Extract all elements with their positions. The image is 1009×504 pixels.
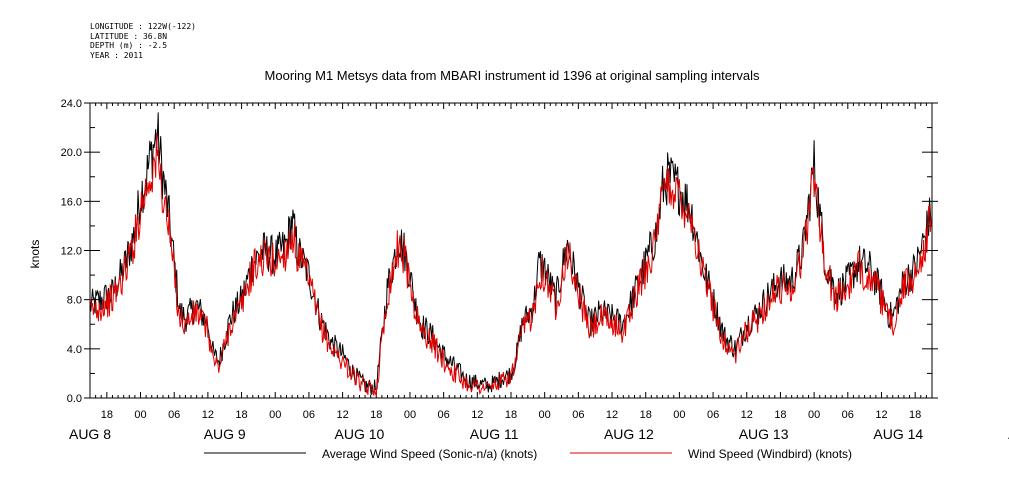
- y-tick-label: 20.0: [61, 147, 82, 159]
- y-axis-label: knots: [28, 240, 42, 269]
- x-hour-label: 18: [370, 409, 382, 421]
- series-line-sonic: [89, 112, 932, 395]
- x-date-label: AUG 14: [873, 426, 923, 442]
- x-date-label: AUG 11: [470, 426, 519, 442]
- series-line-windbird: [89, 133, 932, 398]
- x-date-label: AUG 8: [69, 426, 111, 442]
- x-hour-label: 18: [505, 409, 517, 421]
- x-hour-label: 00: [673, 409, 685, 421]
- x-hour-label: 06: [168, 409, 180, 421]
- station-metadata: LONGITUDE : 122W(-122) LATITUDE : 36.8N …: [90, 22, 196, 60]
- x-hour-label: 18: [101, 409, 113, 421]
- x-date-label: AUG 10: [335, 426, 385, 442]
- chart-title: Mooring M1 Metsys data from MBARI instru…: [265, 68, 760, 83]
- x-hour-label: 12: [202, 409, 214, 421]
- y-tick-label: 12.0: [61, 246, 82, 258]
- year-label: YEAR : 2011: [90, 50, 143, 60]
- x-hour-label: 00: [404, 409, 416, 421]
- x-hour-label: 06: [572, 409, 584, 421]
- x-hour-label: 12: [606, 409, 618, 421]
- latitude-label: LATITUDE : 36.8N: [90, 31, 168, 41]
- x-hour-label: 06: [707, 409, 719, 421]
- y-tick-label: 8.0: [67, 295, 82, 307]
- y-tick-label: 16.0: [61, 196, 82, 208]
- y-tick-label: 24.0: [61, 98, 82, 110]
- y-tick-label: 4.0: [67, 344, 82, 356]
- x-hour-label: 18: [909, 409, 921, 421]
- x-date-label: AUG 12: [604, 426, 654, 442]
- plot-axes: 0.0 4.0 8.0 12.0 16.0 20.0 24.0 18 00 06 12 18 00 06 1…: [61, 98, 1009, 442]
- depth-label: DEPTH (m) : -2.5: [90, 41, 168, 50]
- x-hour-label: 18: [640, 409, 652, 421]
- x-hour-label: 06: [842, 409, 854, 421]
- x-hour-label: 06: [303, 409, 315, 421]
- x-hour-label: 06: [438, 409, 450, 421]
- data-series: [89, 112, 932, 398]
- legend-label-sonic: Average Wind Speed (Sonic-n/a) (knots): [322, 447, 537, 461]
- x-date-label: AUG 13: [739, 426, 789, 442]
- x-hour-label: 18: [235, 409, 247, 421]
- x-hour-label: 12: [336, 409, 348, 421]
- x-hour-label: 12: [875, 409, 887, 421]
- x-hour-label: 12: [471, 409, 483, 421]
- y-tick-label: 0.0: [67, 393, 82, 405]
- x-hour-label: 00: [539, 409, 551, 421]
- x-hour-label: 00: [269, 409, 281, 421]
- legend-label-windbird: Wind Speed (Windbird) (knots): [688, 447, 852, 461]
- x-hour-label: 18: [774, 409, 786, 421]
- x-hour-label: 12: [741, 409, 753, 421]
- longitude-label: LONGITUDE : 122W(-122): [90, 22, 196, 31]
- x-date-label: AUG 9: [204, 426, 246, 442]
- x-hour-label: 00: [134, 409, 146, 421]
- x-hour-label: 00: [808, 409, 820, 421]
